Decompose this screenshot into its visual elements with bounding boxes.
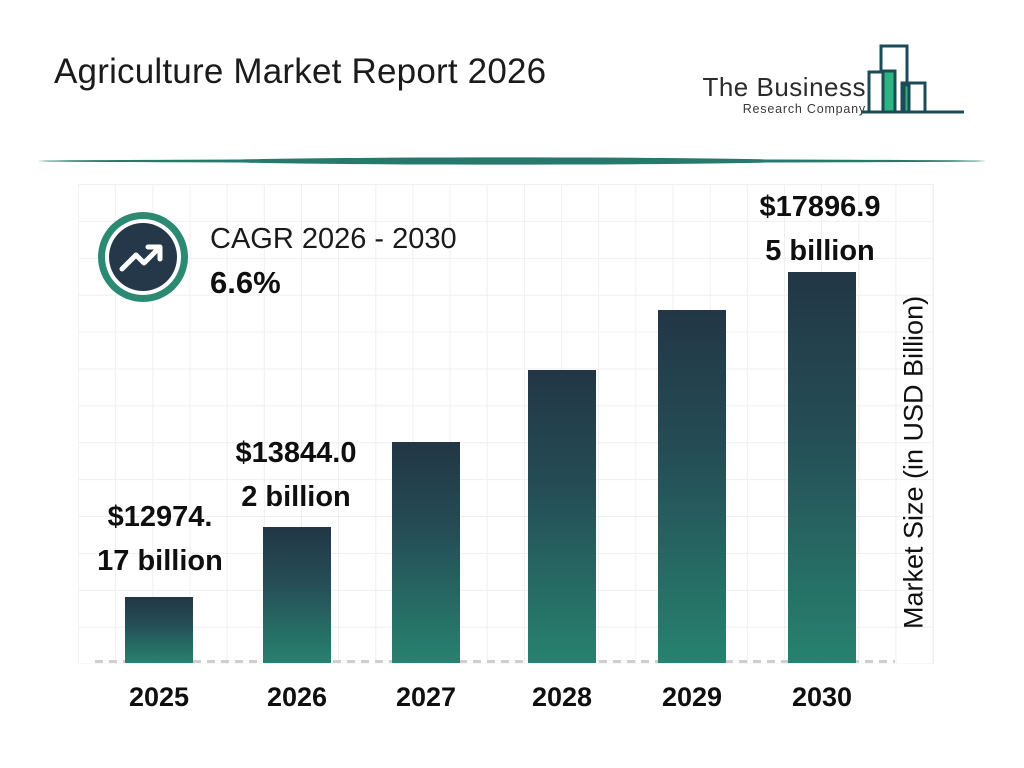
- bar-2025: [125, 597, 193, 663]
- logo-text-secondary: Research Company: [742, 102, 866, 116]
- header-divider: [38, 157, 986, 165]
- bar-skyline-icon: [861, 44, 964, 114]
- x-axis-tick-2028: 2028: [531, 682, 593, 712]
- x-axis-baseline: [95, 660, 895, 663]
- x-axis-tick-2027: 2027: [395, 682, 457, 712]
- bar-2028: [528, 370, 596, 663]
- trending-up-icon: [98, 212, 188, 302]
- bar-2029: [658, 310, 726, 663]
- cagr-value: 6.6%: [210, 265, 281, 300]
- cagr-period-label: CAGR 2026 - 2030: [210, 223, 457, 255]
- value-label-2030: $17896.9 5 billion: [759, 191, 881, 267]
- logo-text: The Business Research Company: [700, 74, 866, 116]
- bar-2030: [788, 272, 856, 663]
- logo-text-primary: The Business: [702, 72, 866, 102]
- page-title: Agriculture Market Report 2026: [54, 52, 547, 91]
- bar-2026: [263, 527, 331, 663]
- value-label-2026: $13844.0 2 billion: [235, 437, 357, 513]
- company-logo: The Business Research Company: [700, 40, 980, 120]
- y-axis-label: Market Size (in USD Billion): [898, 295, 929, 629]
- x-axis-tick-2029: 2029: [661, 682, 723, 712]
- x-axis-tick-2025: 2025: [128, 682, 190, 712]
- x-axis-tick-2030: 2030: [791, 682, 853, 712]
- bar-2027: [392, 442, 460, 663]
- value-label-2025: $12974. 17 billion: [97, 501, 223, 577]
- x-axis-tick-2026: 2026: [266, 682, 328, 712]
